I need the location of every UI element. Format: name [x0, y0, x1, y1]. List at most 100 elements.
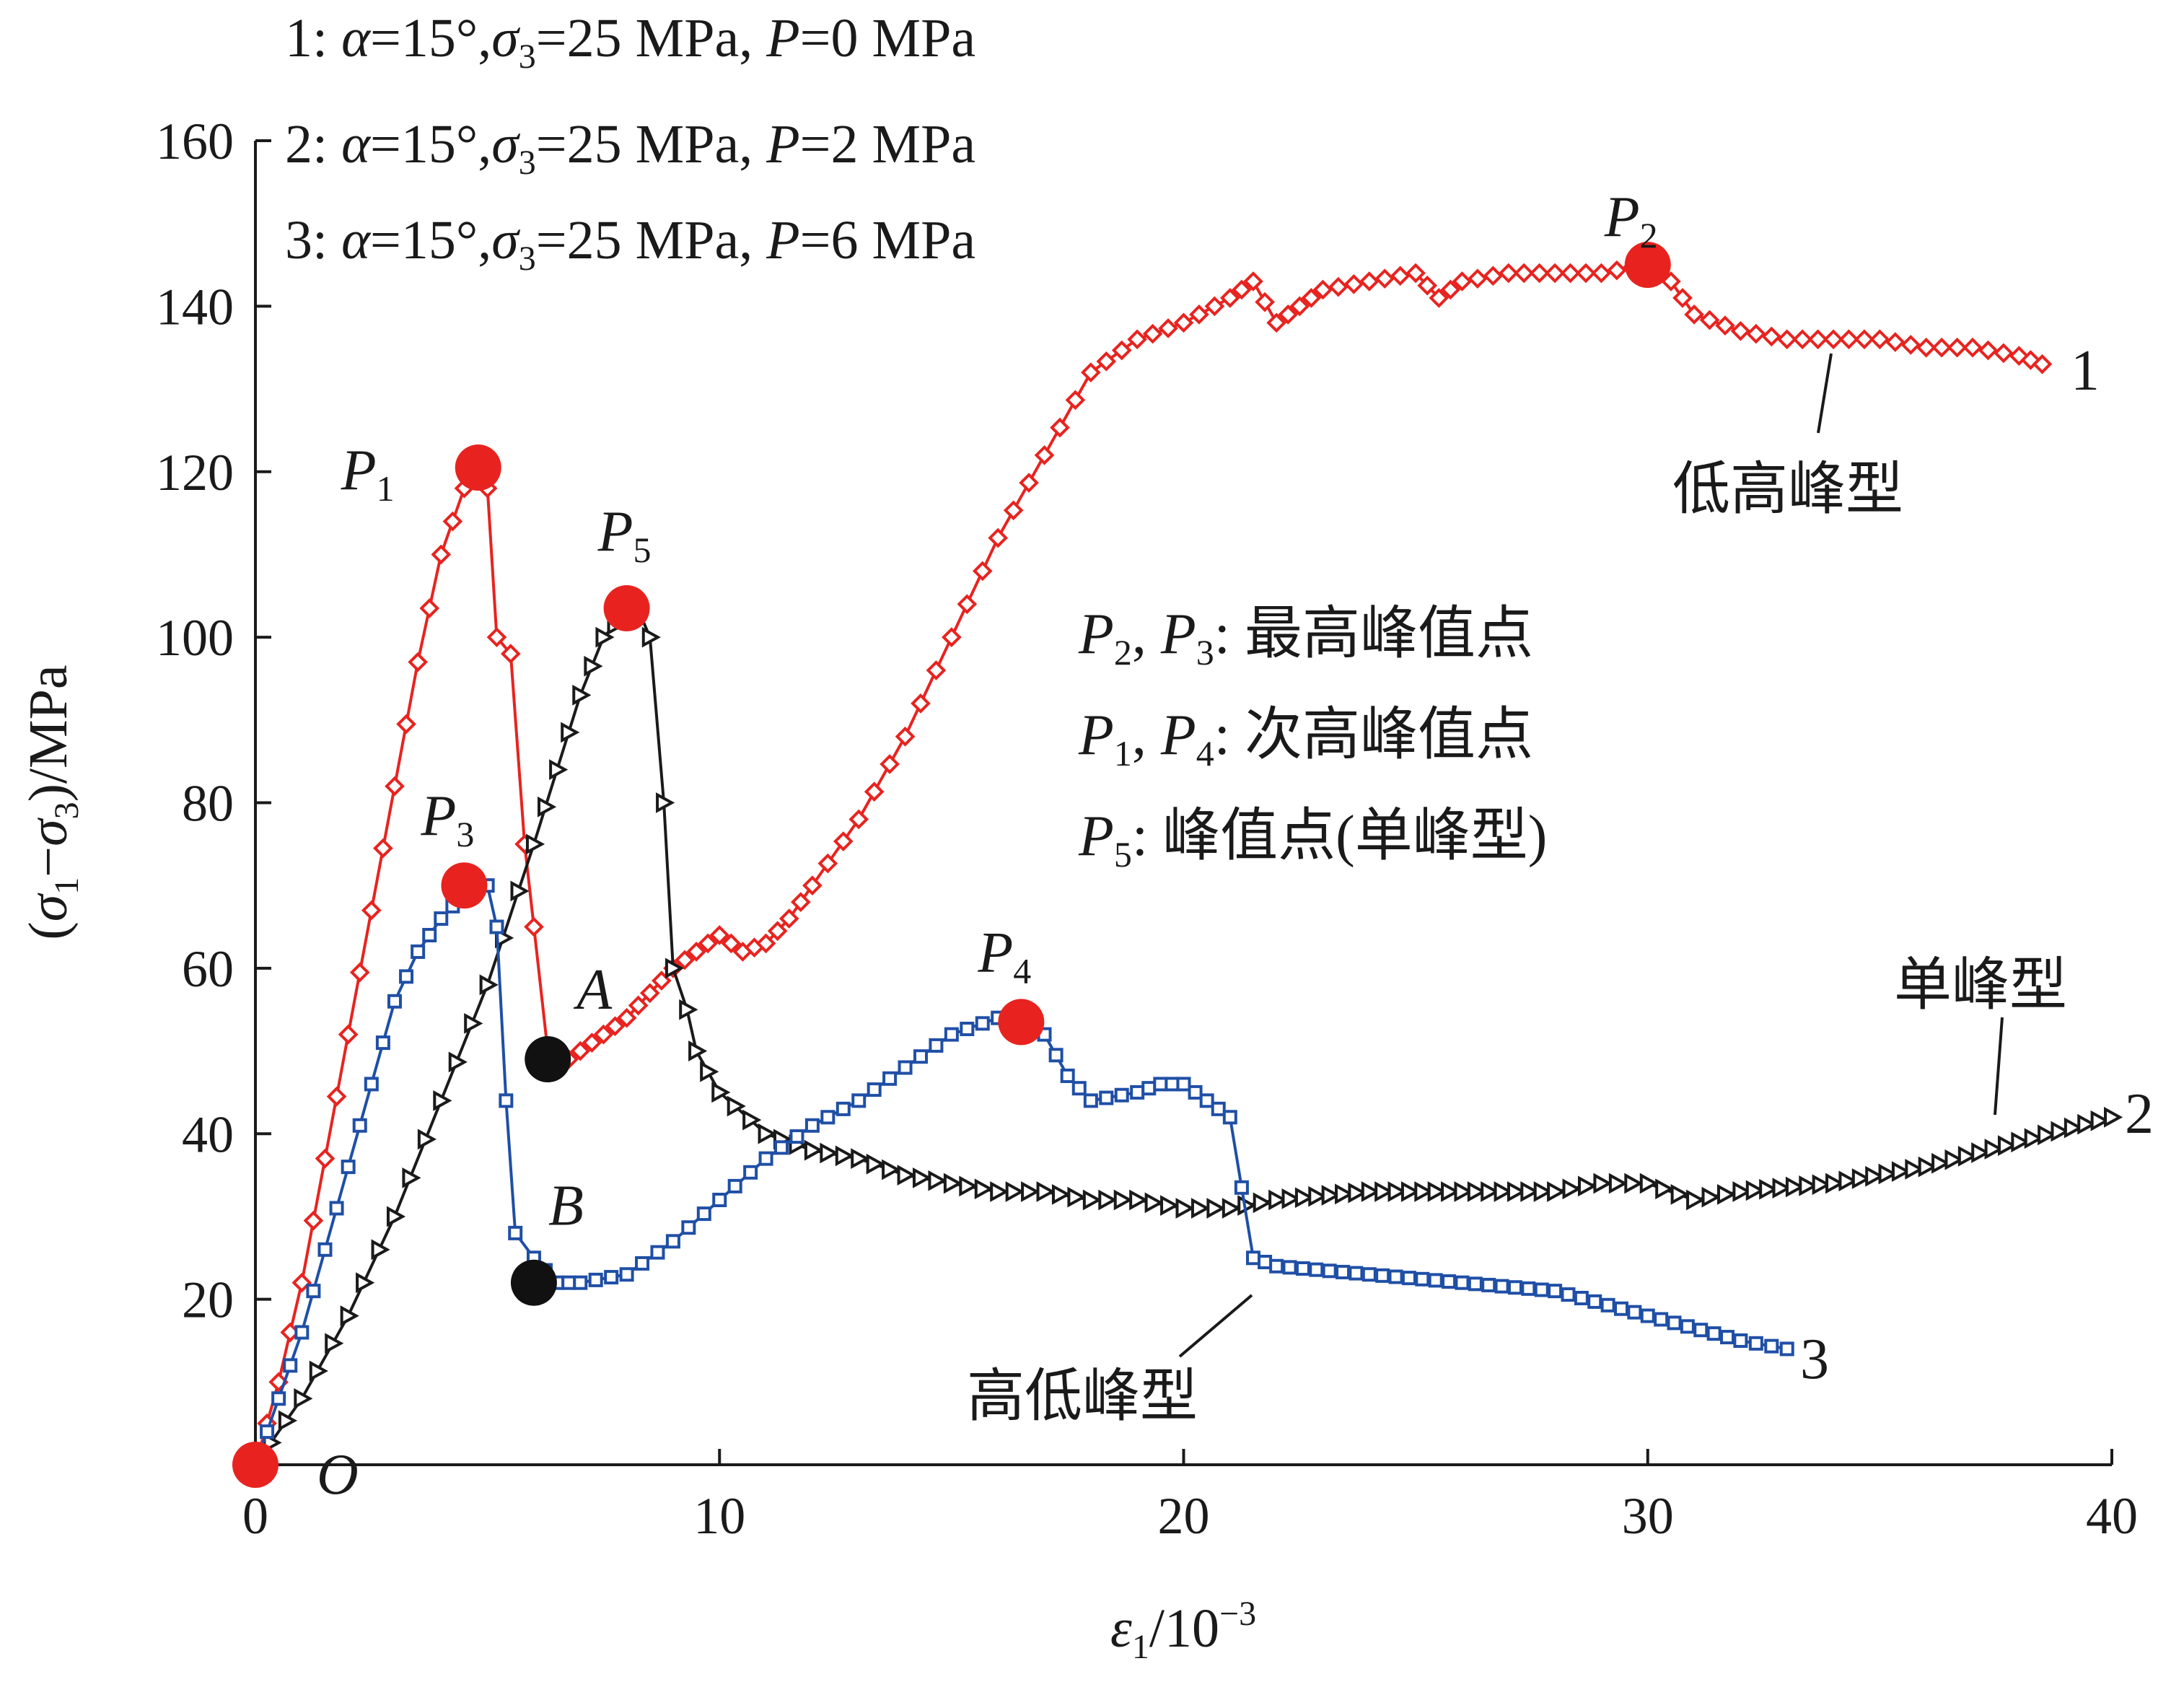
key-point-label-p1: P1	[341, 439, 395, 509]
data-point	[1429, 288, 1450, 308]
data-point	[595, 626, 615, 648]
data-point	[1608, 1173, 1628, 1194]
data-point	[1759, 1178, 1779, 1200]
data-point	[1701, 1186, 1721, 1208]
data-point	[1129, 1189, 1149, 1211]
data-point	[1576, 263, 1596, 284]
data-point	[1962, 337, 1983, 358]
data-point	[1158, 318, 1178, 338]
key-point-p5	[603, 584, 650, 631]
data-point	[698, 933, 718, 954]
data-point	[767, 921, 788, 942]
data-point	[1561, 1287, 1576, 1302]
data-point	[1234, 1180, 1249, 1195]
data-point	[959, 1175, 978, 1197]
data-point	[972, 561, 993, 582]
data-point	[593, 1024, 614, 1045]
data-point	[1071, 1081, 1087, 1096]
data-point	[570, 1040, 591, 1061]
data-point	[499, 1093, 514, 1108]
data-point	[1957, 1145, 1977, 1167]
data-point	[1468, 1276, 1483, 1292]
data-point	[1222, 1198, 1241, 1219]
data-point	[867, 1082, 882, 1097]
data-point	[1761, 326, 1782, 347]
data-point	[804, 1118, 820, 1133]
data-point	[974, 1178, 994, 1200]
key-point-p1	[455, 444, 501, 491]
data-point	[864, 781, 885, 802]
data-point	[711, 1082, 731, 1103]
data-point	[1745, 1180, 1765, 1201]
key-point-o	[232, 1442, 279, 1488]
data-point	[1019, 473, 1039, 493]
data-point	[1994, 343, 2014, 364]
data-point	[1440, 279, 1461, 300]
data-point	[1258, 1255, 1273, 1270]
x-tick-label: 20	[1158, 1487, 1210, 1545]
data-point	[851, 1093, 867, 1108]
data-point	[1560, 263, 1581, 284]
data-point	[524, 916, 544, 937]
data-point	[588, 1272, 603, 1287]
data-point	[538, 796, 557, 818]
data-point	[1269, 1258, 1284, 1274]
data-point	[1494, 1181, 1513, 1202]
data-point	[1680, 1319, 1695, 1334]
data-point	[399, 969, 414, 984]
data-point	[1176, 1077, 1191, 1092]
data-point	[1294, 1187, 1315, 1209]
data-point	[294, 1325, 310, 1340]
data-point	[758, 1123, 777, 1144]
data-point	[880, 754, 900, 774]
data-point	[260, 1424, 275, 1440]
x-tick-label: 0	[242, 1487, 268, 1545]
data-point	[1048, 1048, 1064, 1063]
data-point	[387, 994, 402, 1009]
data-point	[1529, 263, 1550, 284]
data-point	[1706, 1326, 1722, 1341]
data-point	[408, 652, 428, 672]
data-point	[525, 833, 545, 855]
data-point	[1507, 1181, 1527, 1202]
data-point	[913, 1049, 928, 1064]
data-point	[1374, 1181, 1394, 1202]
data-point	[929, 1038, 944, 1053]
data-point	[510, 880, 530, 902]
data-point	[912, 1167, 932, 1188]
data-point	[278, 1410, 298, 1432]
data-point	[1772, 1178, 1792, 1199]
legend-entry-1: 1: α=15°,σ3=25 MPa, P=0 MPa	[285, 8, 975, 76]
data-point	[1591, 263, 1612, 284]
data-point	[957, 594, 978, 615]
data-point	[665, 958, 685, 979]
data-point	[1785, 1176, 1805, 1198]
data-point	[1514, 263, 1535, 284]
data-point	[1160, 1195, 1180, 1217]
y-tick-label: 140	[156, 278, 234, 336]
data-point	[1748, 1336, 1763, 1351]
data-point	[1051, 1183, 1071, 1205]
data-point	[1776, 329, 1797, 350]
data-point	[1309, 1262, 1324, 1277]
data-point	[1374, 268, 1395, 289]
key-point-b	[510, 1259, 557, 1306]
data-point	[1173, 312, 1194, 333]
data-point	[665, 1234, 680, 1249]
data-point	[464, 1012, 483, 1034]
data-point	[882, 1071, 898, 1086]
data-point	[1878, 1163, 1898, 1185]
note-3: P5: 峰值点(单峰型)	[1078, 805, 1547, 875]
data-point	[1654, 1312, 1669, 1327]
data-point	[1359, 271, 1380, 292]
y-tick-label: 160	[156, 113, 234, 170]
data-point	[897, 1165, 916, 1186]
data-point	[1282, 1260, 1297, 1275]
data-point	[1684, 304, 1704, 325]
y-tick-label: 20	[182, 1271, 234, 1329]
y-axis-title: (σ1−σ3)/MPa	[18, 665, 86, 939]
data-point	[975, 1016, 990, 1031]
data-point	[944, 1027, 959, 1042]
data-point	[442, 511, 463, 532]
data-point	[1823, 329, 1843, 350]
